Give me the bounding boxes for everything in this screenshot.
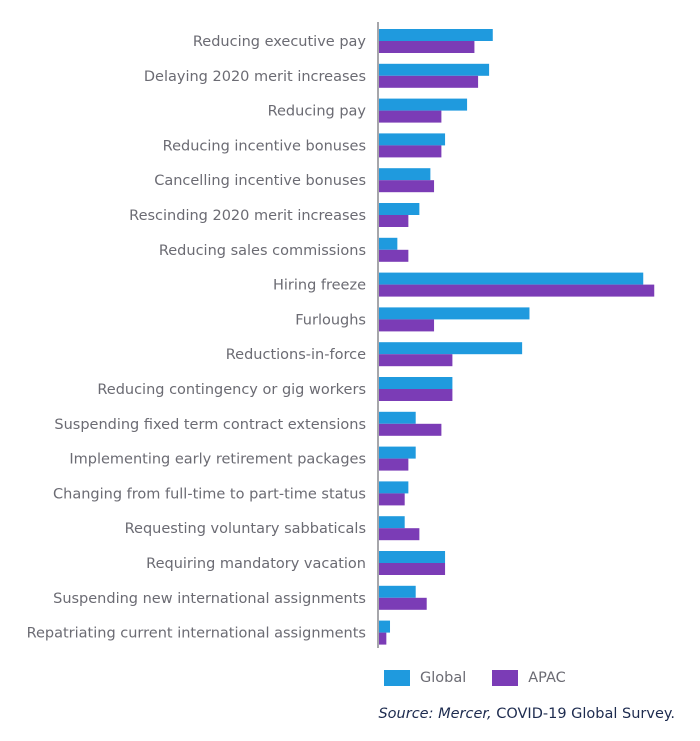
legend-item-apac: APAC <box>492 670 566 686</box>
bar-apac <box>379 563 446 575</box>
bar-global <box>379 203 420 215</box>
bar-apac <box>379 249 409 262</box>
bar-global <box>379 551 446 563</box>
source-note: Source: Mercer, COVID-19 Global Survey. <box>378 706 675 722</box>
legend-label-global: Global <box>420 670 467 686</box>
bar-apac <box>379 389 453 401</box>
bar-apac <box>379 423 442 436</box>
bar-apac <box>379 354 453 367</box>
bar-global <box>379 516 405 529</box>
bar-global <box>379 481 409 494</box>
bar-global <box>379 168 431 181</box>
bar-apac <box>379 284 655 297</box>
category-label: Requiring mandatory vacation <box>146 556 366 572</box>
bar-apac <box>379 75 479 88</box>
category-label: Reductions-in-force <box>226 347 366 363</box>
bar-apac <box>379 319 435 332</box>
bar-global <box>379 29 493 41</box>
category-label: Reducing sales commissions <box>159 243 366 259</box>
bar-global <box>379 133 446 146</box>
source-prefix: Source: Mercer, <box>378 706 492 722</box>
bar-global <box>379 237 398 250</box>
bar-apac <box>379 110 442 123</box>
bar-apac <box>379 41 475 53</box>
bar-apac <box>379 597 427 610</box>
bar-global <box>379 620 391 633</box>
category-label: Suspending new international assignments <box>53 591 366 607</box>
bar-apac <box>379 632 387 645</box>
bar-global <box>379 411 416 424</box>
bar-global <box>379 446 416 459</box>
category-label: Delaying 2020 merit increases <box>144 69 366 85</box>
legend-label-apac: APAC <box>528 670 566 686</box>
category-label: Reducing contingency or gig workers <box>97 382 366 398</box>
legend: Global APAC <box>384 670 592 686</box>
category-label: Cancelling incentive bonuses <box>154 173 366 189</box>
category-label: Changing from full-time to part-time sta… <box>53 486 366 502</box>
bar-apac <box>379 493 405 506</box>
bar-global <box>379 307 530 320</box>
bar-apac <box>379 528 420 541</box>
bar-global <box>379 98 468 111</box>
legend-item-global: Global <box>384 670 466 686</box>
bar-apac <box>379 145 442 158</box>
bar-global <box>379 63 490 76</box>
bar-apac <box>379 180 435 193</box>
category-label: Reducing pay <box>268 104 367 120</box>
bar-apac <box>379 458 409 471</box>
category-label: Repatriating current international assig… <box>27 626 366 642</box>
category-label: Implementing early retirement packages <box>69 452 366 468</box>
legend-swatch-global <box>384 670 410 686</box>
bar-global <box>379 342 523 355</box>
source-text: COVID-19 Global Survey. <box>496 706 675 722</box>
category-label: Suspending fixed term contract extension… <box>54 417 366 433</box>
bar-global <box>379 272 644 285</box>
category-label: Requesting voluntary sabbaticals <box>125 521 366 537</box>
bar-global <box>379 377 453 389</box>
bar-apac <box>379 215 409 227</box>
category-label: Hiring freeze <box>273 278 366 294</box>
category-label: Rescinding 2020 merit increases <box>129 208 366 224</box>
bar-chart: Reducing executive pay Delaying 2020 meri… <box>27 22 655 648</box>
category-label: Reducing incentive bonuses <box>163 138 366 154</box>
category-label: Reducing executive pay <box>193 34 367 50</box>
bar-global <box>379 585 416 598</box>
legend-swatch-apac <box>492 670 519 686</box>
category-label: Furloughs <box>295 312 366 328</box>
